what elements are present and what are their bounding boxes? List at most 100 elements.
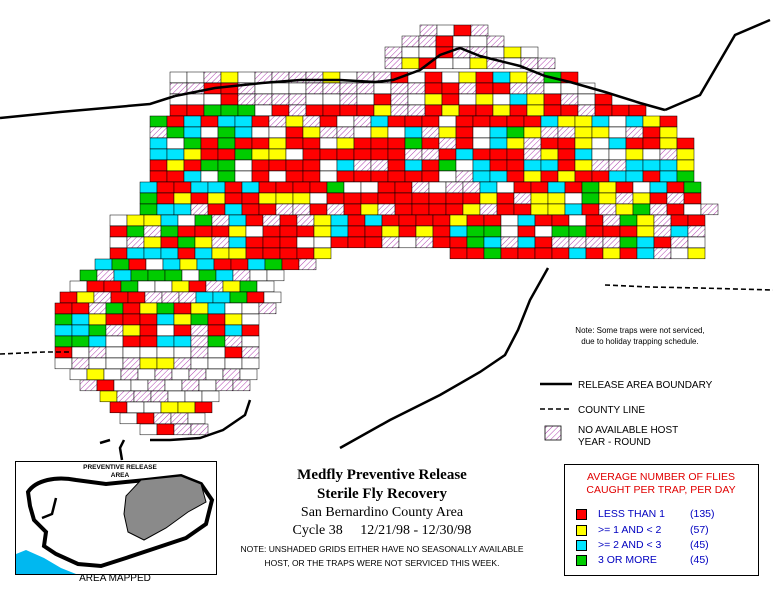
trap-grid-cell <box>404 159 423 172</box>
trap-grid-cell <box>212 291 231 304</box>
trap-grid-cell <box>194 236 213 249</box>
trap-grid-cell <box>69 280 88 293</box>
trap-grid-cell <box>126 225 145 238</box>
trap-grid-cell <box>190 423 209 436</box>
trap-grid-cell <box>224 335 243 348</box>
trap-grid-cell <box>177 401 196 414</box>
trap-grid-cell <box>207 203 226 216</box>
trap-grid-cell <box>653 247 672 260</box>
trap-grid-cell <box>292 203 311 216</box>
trap-grid-cell <box>557 126 576 139</box>
trap-grid-cell <box>234 115 253 128</box>
trap-grid-cell <box>166 159 185 172</box>
trap-grid-cell <box>503 46 522 59</box>
trap-grid-cell <box>88 313 107 326</box>
trap-grid-cell <box>551 225 570 238</box>
trap-grid-cell <box>156 335 175 348</box>
trap-grid-cell <box>540 159 559 172</box>
trap-grid-cell <box>632 192 651 205</box>
trap-grid-cell <box>364 236 383 249</box>
trap-grid-cell <box>183 137 202 150</box>
trap-grid-cell <box>54 335 73 348</box>
trap-grid-cell <box>211 214 230 227</box>
trap-grid-cell <box>224 313 243 326</box>
trap-grid-cell <box>183 148 202 161</box>
trap-grid-cell <box>415 225 434 238</box>
trap-grid-cell <box>401 35 420 48</box>
trap-grid-cell <box>166 148 185 161</box>
trap-grid-cell <box>319 115 338 128</box>
trap-grid-cell <box>394 181 413 194</box>
trap-grid-cell <box>394 203 413 216</box>
trap-grid-cell <box>489 148 508 161</box>
trap-grid-cell <box>347 225 366 238</box>
trap-grid-cell <box>203 104 222 117</box>
trap-grid-cell <box>466 247 485 260</box>
trap-grid-cell <box>213 258 232 271</box>
trap-grid-cell <box>228 214 247 227</box>
trap-grid-cell <box>275 192 294 205</box>
trap-grid-cell <box>126 401 145 414</box>
trap-grid-cell <box>207 181 226 194</box>
legend-count: (57) <box>690 524 709 536</box>
trap-grid-cell <box>428 203 447 216</box>
trap-grid-cell <box>143 247 162 260</box>
trap-grid-cell <box>137 280 156 293</box>
trap-grid-cell <box>608 126 627 139</box>
trap-grid-cell <box>506 126 525 139</box>
trap-grid-cell <box>472 159 491 172</box>
trap-grid-cell <box>190 313 209 326</box>
trap-grid-cell <box>466 225 485 238</box>
trap-grid-cell <box>258 203 277 216</box>
trap-grid-cell <box>404 137 423 150</box>
trap-grid-cell <box>285 159 304 172</box>
trap-grid-cell <box>170 412 189 425</box>
trap-grid-cell <box>540 170 559 183</box>
trap-grid-cell <box>173 335 192 348</box>
trap-grid-cell <box>577 104 596 117</box>
trap-grid-cell <box>144 291 163 304</box>
trap-grid-cell <box>69 368 88 381</box>
trap-grid-cell <box>292 181 311 194</box>
trap-grid-cell <box>160 236 179 249</box>
trap-grid-cell <box>336 159 355 172</box>
trap-grid-cell <box>156 181 175 194</box>
trap-grid-cell <box>551 247 570 260</box>
trap-grid-cell <box>285 137 304 150</box>
trap-grid-cell <box>190 192 209 205</box>
trap-grid-cell <box>564 192 583 205</box>
trap-grid-cell <box>642 148 661 161</box>
trap-grid-cell <box>404 126 423 139</box>
trap-grid-cell <box>602 247 621 260</box>
trap-grid-cell <box>254 104 273 117</box>
trap-grid-cell <box>251 148 270 161</box>
trap-grid-cell <box>523 115 542 128</box>
trap-grid-cell <box>428 181 447 194</box>
trap-grid-cell <box>421 170 440 183</box>
trap-grid-cell <box>133 390 152 403</box>
trap-grid-cell <box>336 126 355 139</box>
trap-grid-cell <box>377 181 396 194</box>
trap-grid-cell <box>591 115 610 128</box>
trap-grid-cell <box>500 214 519 227</box>
trap-grid-cell <box>88 302 107 315</box>
trap-grid-cell <box>670 247 689 260</box>
trap-grid-cell <box>602 214 621 227</box>
trap-grid-cell <box>143 214 162 227</box>
trap-grid-cell <box>224 346 243 359</box>
trap-grid-cell <box>177 247 196 260</box>
trap-grid-cell <box>279 225 298 238</box>
trap-grid-cell <box>659 159 678 172</box>
trap-grid-cell <box>139 181 158 194</box>
trap-grid-cell <box>137 368 156 381</box>
trap-grid-cell <box>564 203 583 216</box>
trap-grid-cell <box>411 192 430 205</box>
trap-grid-cell <box>591 170 610 183</box>
trap-grid-cell <box>139 302 158 315</box>
trap-grid-cell <box>700 203 719 216</box>
trap-grid-cell <box>506 170 525 183</box>
trap-grid-cell <box>659 148 678 161</box>
trap-grid-cell <box>94 258 113 271</box>
trap-grid-cell <box>574 137 593 150</box>
trap-grid-cell <box>164 269 183 282</box>
